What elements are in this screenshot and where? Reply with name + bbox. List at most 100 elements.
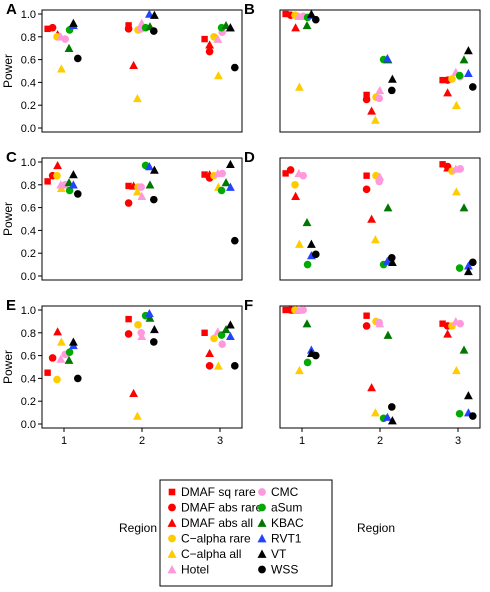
point-kbac [221, 21, 231, 30]
legend-label: C−alpha all [181, 547, 241, 561]
point-vt [226, 23, 235, 32]
y-tick-label: 0.6 [21, 55, 36, 67]
panel-letter: E [6, 297, 16, 314]
point-hotel [56, 354, 66, 363]
point-cmc [218, 169, 226, 178]
legend-item-cmc: CMC [258, 485, 299, 499]
point-dmaf-abs-all [205, 40, 214, 49]
point-dmaf-abs-rare [205, 362, 214, 370]
point-vt [388, 416, 397, 425]
point-c-alpha-all [133, 411, 142, 420]
point-cmc [61, 35, 69, 43]
point-rvt1 [145, 9, 154, 18]
point-dmaf-abs-all [291, 191, 300, 200]
point-kbac [221, 324, 231, 334]
point-vt [464, 267, 473, 276]
point-c-alpha-all [295, 239, 304, 248]
point-asum [65, 348, 74, 356]
point-cmc [375, 94, 384, 103]
legend-marker-vt [257, 549, 267, 558]
point-vt [69, 337, 78, 346]
point-rvt1 [383, 412, 392, 421]
panel-d: D [244, 149, 481, 281]
legend-marker-wss [258, 565, 266, 574]
point-vt [226, 320, 235, 329]
point-dmaf-sq-rare [201, 35, 208, 43]
point-dmaf-abs-all [367, 106, 376, 115]
legend-frame [159, 479, 333, 587]
point-kbac [459, 345, 469, 354]
legend-label: aSum [271, 501, 302, 515]
point-asum [217, 331, 226, 339]
x-tick-label: 3 [455, 435, 461, 447]
point-vt [69, 170, 78, 179]
point-dmaf-abs-all [205, 348, 214, 358]
legend-label: WSS [271, 563, 298, 577]
y-tick-label: 0.0 [21, 271, 36, 283]
x-tick-label: 2 [377, 435, 383, 447]
point-rvt1 [383, 256, 392, 265]
point-rvt1 [464, 68, 473, 78]
point-dmaf-sq-rare [363, 172, 370, 179]
legend-item-c-alpha-rare: C−alpha rare [168, 532, 251, 546]
point-dmaf-abs-all [443, 329, 452, 338]
y-axis-title: Power [1, 54, 15, 88]
point-vt [226, 159, 235, 169]
point-dmaf-abs-rare [362, 95, 371, 104]
legend-marker-c-alpha-all [167, 549, 177, 558]
point-kbac [64, 178, 74, 187]
y-tick-label: 0.8 [21, 32, 36, 44]
legend-item-asum: aSum [258, 501, 302, 515]
x-tick-label: 2 [139, 435, 145, 447]
legend-item-c-alpha-all: C−alpha all [167, 547, 241, 561]
point-hotel [137, 191, 147, 200]
panel-letter: C [6, 149, 17, 166]
panel-frame [279, 157, 481, 281]
point-kbac [459, 203, 469, 212]
point-dmaf-sq-rare [439, 76, 446, 84]
point-rvt1 [464, 261, 473, 270]
point-vt [388, 257, 397, 267]
legend-label: Hotel [181, 563, 209, 577]
point-dmaf-abs-rare [286, 166, 295, 174]
point-wss [150, 27, 158, 35]
point-dmaf-abs-all [291, 23, 300, 32]
point-dmaf-abs-rare [124, 25, 133, 33]
point-dmaf-abs-all [129, 60, 138, 70]
point-kbac [459, 55, 469, 64]
point-cmc [299, 306, 308, 314]
y-tick-label: 0.0 [21, 419, 36, 431]
point-cmc [137, 329, 145, 337]
legend-label: C−alpha rare [181, 532, 251, 546]
panel-f: F 1 2 3 [244, 297, 481, 447]
point-asum [455, 409, 464, 418]
point-cmc [456, 165, 465, 173]
panel-frame [279, 9, 481, 133]
point-c-alpha-all [452, 366, 461, 375]
point-cmc [375, 318, 384, 327]
x-tick-label: 1 [299, 435, 305, 447]
legend-item-wss: WSS [258, 563, 298, 577]
y-tick-label: 0.8 [21, 180, 36, 192]
point-rvt1 [383, 54, 392, 63]
point-asum [455, 264, 464, 272]
point-c-alpha-all [214, 361, 223, 370]
y-tick-label: 0.0 [21, 123, 36, 135]
point-dmaf-abs-rare [48, 354, 57, 362]
y-tick-label: 1.0 [21, 305, 36, 317]
point-vt [464, 391, 473, 400]
legend-item-dmaf-abs-all: DMAF abs all [167, 516, 253, 530]
point-vt [464, 46, 473, 55]
point-kbac [383, 330, 393, 339]
legend-item-kbac: KBAC [257, 516, 304, 530]
point-cmc [456, 319, 465, 328]
point-c-alpha-all [371, 235, 380, 244]
point-dmaf-abs-all [367, 383, 376, 392]
y-tick-label: 0.6 [21, 203, 36, 215]
x-tick-label: 3 [217, 435, 223, 447]
point-c-alpha-rare [291, 181, 299, 189]
y-tick-label: 1.0 [21, 9, 36, 21]
point-vt [150, 10, 159, 19]
legend-marker-dmaf-abs-all [167, 518, 177, 527]
y-tick-label: 0.8 [21, 328, 36, 340]
